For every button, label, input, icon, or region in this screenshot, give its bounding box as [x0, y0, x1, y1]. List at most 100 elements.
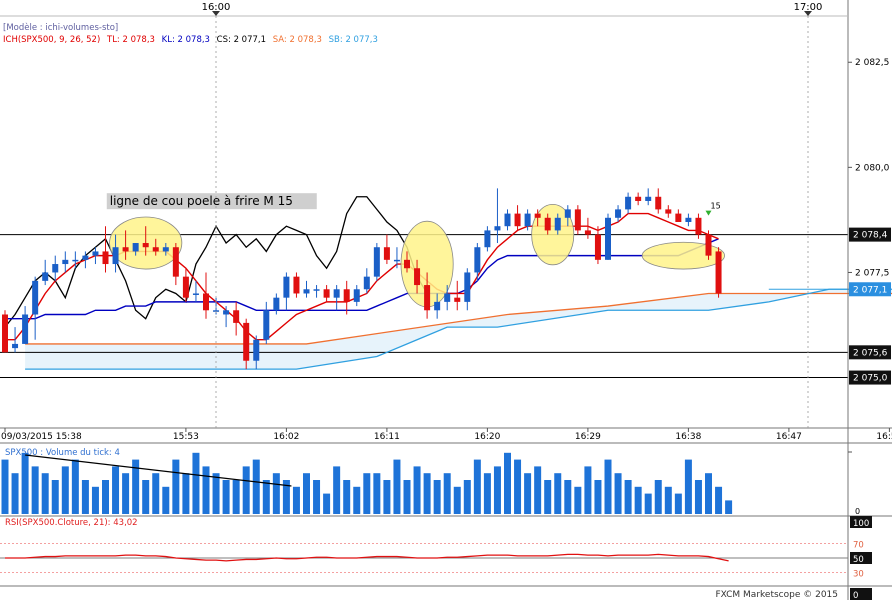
volume-bar: [81, 480, 89, 514]
volume-bar: [725, 500, 733, 514]
volume-bar: [31, 466, 39, 514]
candle-body: [152, 247, 159, 252]
volume-bar: [212, 473, 220, 514]
candle-body: [182, 276, 189, 298]
volume-bar: [694, 480, 702, 514]
rsi-axis-label: 70: [853, 541, 864, 551]
candle-body: [715, 251, 722, 294]
signal-marker-icon: [705, 210, 712, 216]
candle-body: [655, 196, 662, 210]
volume-bar: [313, 480, 321, 514]
candle-body: [293, 276, 300, 294]
model-label: [Modèle : ichi-volumes-sto]: [3, 22, 118, 33]
rsi-axis-label: 100: [853, 519, 869, 529]
candle-body: [32, 280, 39, 315]
candle-body: [142, 243, 149, 248]
time-axis-label: 16:11: [374, 432, 400, 442]
candle-body: [72, 259, 79, 262]
volume-bar: [614, 473, 622, 514]
volume-bar: [282, 480, 290, 514]
price-tag: [849, 345, 891, 360]
volume-bar: [423, 473, 431, 514]
candle-body: [695, 217, 702, 235]
candle-body: [263, 310, 270, 340]
rsi-axis-label: 0: [853, 591, 858, 600]
volume-bar: [684, 459, 692, 514]
candle-body: [414, 268, 421, 286]
candle-body: [474, 247, 481, 273]
rsi-title: RSI(SPX500.Cloture, 21): 43,02: [5, 518, 138, 528]
candle-body: [333, 289, 340, 298]
time-marker-arrow: [212, 11, 220, 16]
candle-body: [665, 209, 672, 214]
price-tag-label: 2 077,1: [853, 285, 887, 295]
candle-body: [544, 217, 551, 231]
candle-body: [92, 251, 99, 256]
volume-bar: [71, 459, 79, 514]
volume-bar: [664, 486, 672, 514]
price-tick-label: 2 077,5: [855, 268, 889, 278]
price-tag-label: 2 078,4: [853, 231, 888, 241]
rsi-axis-label: 50: [853, 555, 864, 565]
senkou-a-line: [25, 292, 892, 345]
candle-body: [464, 272, 471, 302]
volume-bar: [142, 480, 150, 514]
top-time-label-1600: 16:00: [202, 2, 231, 13]
candle-body: [373, 247, 380, 277]
candle-body: [22, 314, 29, 344]
candle-body: [353, 289, 360, 302]
volume-bar: [514, 459, 522, 514]
price-panel: [0, 188, 892, 379]
candle-body: [162, 247, 169, 252]
highlight-ellipse: [641, 241, 725, 270]
rsi-panel: [0, 543, 848, 573]
candle-body: [343, 289, 350, 302]
time-axis-label: 16:56: [876, 432, 892, 442]
candle-body: [444, 293, 451, 302]
volume-bar: [333, 466, 341, 514]
candle-body: [313, 289, 320, 291]
candle-body: [172, 247, 179, 277]
candle-body: [564, 209, 571, 218]
candle-body: [62, 259, 69, 265]
candle-body: [253, 339, 260, 361]
volume-bar: [403, 480, 411, 514]
candle-body: [504, 213, 511, 227]
volume-bar: [222, 480, 230, 514]
highlight-ellipse: [531, 203, 575, 266]
ichimoku-legend: ICH(SPX500, 9, 26, 52) TL: 2 078,3 KL: 2…: [3, 35, 378, 45]
candle-body: [594, 234, 601, 260]
neckline-annotation: ligne de cou poele à frire M 15: [110, 194, 293, 208]
volume-bar: [493, 466, 501, 514]
volume-bar: [473, 459, 481, 514]
candle-body: [574, 209, 581, 231]
candle-body: [635, 196, 642, 201]
candle-body: [363, 276, 370, 290]
senkou-b-line: [25, 288, 892, 370]
volume-bar: [393, 459, 401, 514]
volume-bar: [373, 473, 381, 514]
time-marker-arrow: [804, 11, 812, 16]
candle-body: [192, 293, 199, 295]
time-axis-label: 16:47: [776, 432, 802, 442]
volume-bar: [1, 459, 9, 514]
volume-bar: [564, 480, 572, 514]
volume-bar: [433, 480, 441, 514]
volume-bar: [534, 466, 542, 514]
candle-body: [424, 285, 431, 311]
volume-bar: [584, 466, 592, 514]
time-axis-label: 15:53: [173, 432, 199, 442]
candle-body: [233, 310, 240, 323]
volume-bar: [252, 459, 260, 514]
candle-body: [524, 213, 531, 227]
candle-body: [112, 247, 119, 265]
volume-bar: [463, 480, 471, 514]
rsi-line: [5, 553, 729, 562]
candle-body: [393, 259, 400, 262]
volume-bar: [674, 493, 682, 514]
volume-bar: [453, 486, 461, 514]
volume-bar: [343, 480, 351, 514]
price-tick-label: 2 080,0: [855, 163, 890, 173]
volume-bar: [21, 452, 29, 514]
